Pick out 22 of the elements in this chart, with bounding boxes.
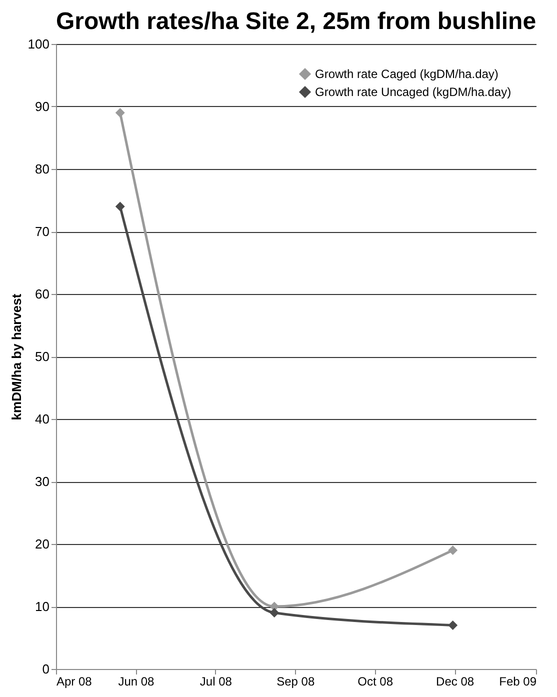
y-tick-label: 100 (28, 36, 50, 52)
x-tick-label: Jul 08 (200, 674, 232, 688)
x-tick-label: Dec 08 (436, 674, 474, 688)
y-tick-label: 90 (35, 99, 50, 114)
x-tick-label: Feb 09 (499, 674, 537, 688)
y-tick-label: 20 (35, 536, 50, 552)
chart-title: Growth rates/ha Site 2, 25m from bushline (56, 8, 536, 35)
x-tick-label: Oct 08 (358, 674, 394, 688)
y-axis-title: kmDM/ha by harvest (8, 293, 24, 420)
y-tick-label: 40 (35, 412, 50, 426)
y-tick-label: 0 (42, 662, 50, 676)
x-tick-label: Apr 08 (56, 674, 92, 688)
y-tick-label: 50 (35, 349, 50, 364)
y-tick-label: 80 (35, 162, 50, 176)
x-tick-label: Sep 08 (276, 674, 315, 688)
y-tick-label: 10 (35, 599, 50, 614)
legend-label: Growth rate Uncaged (kgDM/ha.day) (315, 85, 512, 99)
y-tick-label: 60 (35, 286, 50, 302)
legend-label: Growth rate Caged (kgDM/ha.day) (315, 67, 498, 81)
x-tick-label: Jun 08 (118, 674, 155, 688)
y-tick-label: 30 (35, 474, 50, 489)
y-tick-label: 70 (35, 224, 50, 239)
